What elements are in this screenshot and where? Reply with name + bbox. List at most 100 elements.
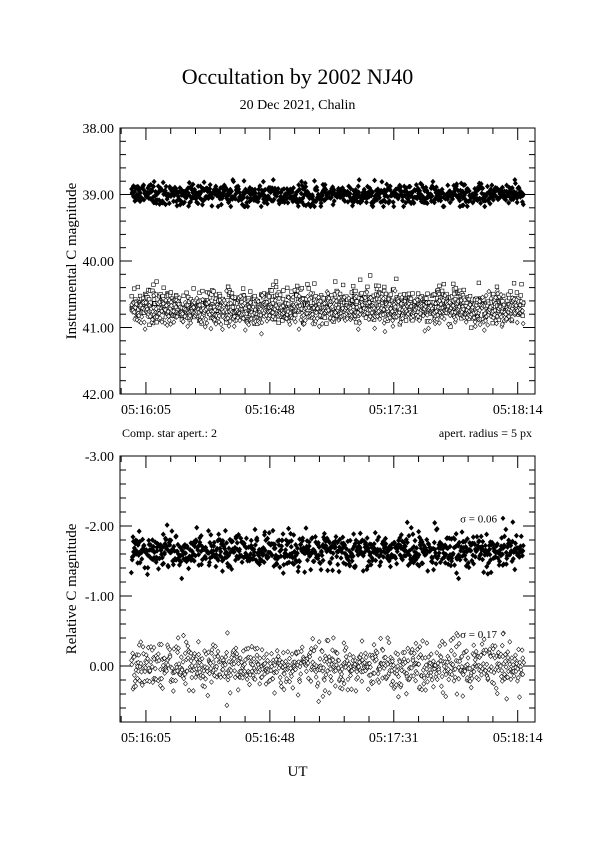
data-point [520,201,526,208]
page-subtitle: 20 Dec 2021, Chalin [239,98,356,113]
data-point [491,291,496,297]
data-point [224,649,229,656]
data-point [231,313,237,320]
data-point [348,185,354,192]
data-point [516,646,521,653]
data-point [176,301,181,307]
data-point [412,537,418,544]
data-point [473,323,478,329]
data-point [239,559,245,566]
data-point [386,639,392,646]
data-point [478,200,484,207]
data-point [267,312,272,319]
data-point [241,315,246,322]
data-point [135,284,140,290]
data-point [440,288,445,293]
data-point [416,291,421,296]
y-tick-label: -3.00 [85,450,114,465]
data-point [299,644,305,650]
data-point [405,645,411,652]
data-point [174,313,180,320]
data-point [190,181,196,188]
data-point [330,201,336,208]
data-point [316,323,322,330]
data-point [196,651,202,658]
data-point [347,190,353,197]
data-point [437,643,443,649]
data-point [230,178,237,185]
data-point [510,519,516,525]
data-point [208,325,214,332]
data-point [382,328,388,335]
data-point [431,566,437,573]
data-point [160,293,165,299]
data-point [333,279,338,284]
data-point [171,308,176,315]
data-point [503,526,509,533]
data-point [394,560,400,567]
data-point [273,284,279,290]
data-point [141,319,147,326]
data-point [194,524,200,531]
data-point [209,203,215,209]
data-point [199,201,205,208]
data-point [280,570,286,577]
data-point [237,317,243,324]
data-point [130,183,137,189]
data-point [264,651,269,657]
data-point [351,284,356,289]
data-point [372,177,378,184]
data-point [480,538,486,545]
data-point [274,648,280,654]
data-point [139,669,144,675]
data-point [494,284,500,289]
data-point [390,323,396,329]
data-point [155,565,162,572]
x-tick-label: 05:16:05 [121,731,171,746]
data-point [408,296,414,301]
data-point [372,529,378,536]
data-point [477,321,483,328]
data-point [259,292,265,299]
data-point [226,323,232,329]
x-tick-label: 05:16:48 [245,731,295,746]
data-point [261,654,267,661]
data-point [246,304,252,310]
data-point [191,304,196,311]
data-point [231,323,237,329]
data-point [201,179,207,186]
data-point [363,650,368,656]
data-point [244,676,250,682]
series-3 [129,288,526,337]
data-point [232,195,238,202]
data-point [269,650,274,657]
data-point [387,183,393,190]
data-point [287,321,293,328]
data-point [285,199,291,206]
data-point [518,533,524,540]
data-point [215,648,221,655]
data-point [508,289,513,294]
data-point [246,321,252,328]
data-point [364,183,371,190]
data-point [391,203,397,210]
data-point [131,672,137,678]
data-point [295,283,300,289]
data-point [432,519,438,526]
data-point [484,183,491,190]
data-point [481,327,487,333]
data-point [520,313,525,318]
data-point [476,280,481,285]
data-point [270,176,276,183]
data-point [175,649,180,656]
data-point [286,294,291,301]
data-point [503,664,509,670]
data-point [454,181,460,187]
data-point [355,183,361,190]
data-point [244,311,249,317]
data-point [277,674,283,681]
data-point [422,328,428,334]
data-point [439,638,445,645]
data-point [306,286,311,291]
